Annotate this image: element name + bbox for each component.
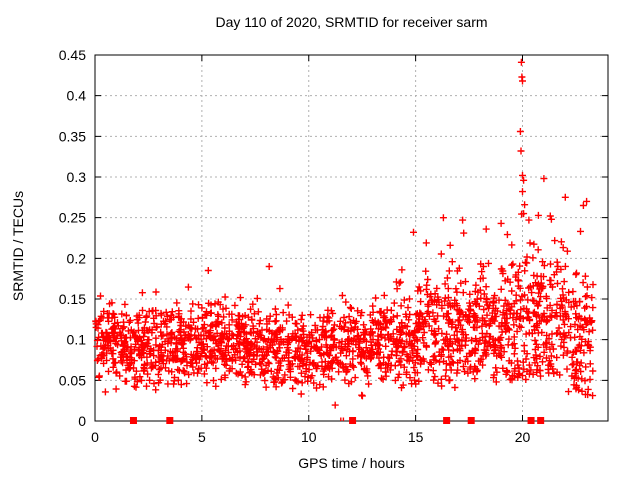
x-tick-label: 5 — [198, 429, 206, 445]
x-tick-label: 20 — [515, 429, 531, 445]
y-tick-label: 0.1 — [67, 332, 87, 348]
x-tick-label: 0 — [91, 429, 99, 445]
axis-square-marker — [537, 417, 545, 424]
data-points — [92, 210, 597, 409]
y-tick-label: 0.05 — [59, 372, 86, 388]
chart-title: Day 110 of 2020, SRMTID for receiver sar… — [215, 14, 488, 30]
zero-line-points — [340, 417, 345, 421]
y-tick-label: 0.15 — [59, 291, 86, 307]
axis-square-marker — [467, 417, 475, 424]
x-axis-label: GPS time / hours — [298, 455, 405, 471]
axis-square-marker — [349, 417, 357, 424]
x-tick-label: 15 — [408, 429, 424, 445]
y-tick-label: 0.4 — [67, 88, 87, 104]
y-axis-label: SRMTID / TECUs — [10, 190, 26, 302]
y-tick-label: 0.2 — [67, 250, 87, 266]
y-tick-label: 0.45 — [59, 47, 86, 63]
y-tick-label: 0.25 — [59, 210, 86, 226]
y-tick-label: 0.3 — [67, 169, 87, 185]
axis-square-marker — [443, 417, 451, 424]
axis-square-marker — [166, 417, 174, 424]
axis-square-marker — [129, 417, 137, 424]
x-tick-label: 10 — [301, 429, 317, 445]
y-tick-label: 0.35 — [59, 128, 86, 144]
outlier-points — [204, 58, 591, 274]
axis-square-marker — [527, 417, 535, 424]
y-tick-label: 0 — [78, 413, 86, 429]
